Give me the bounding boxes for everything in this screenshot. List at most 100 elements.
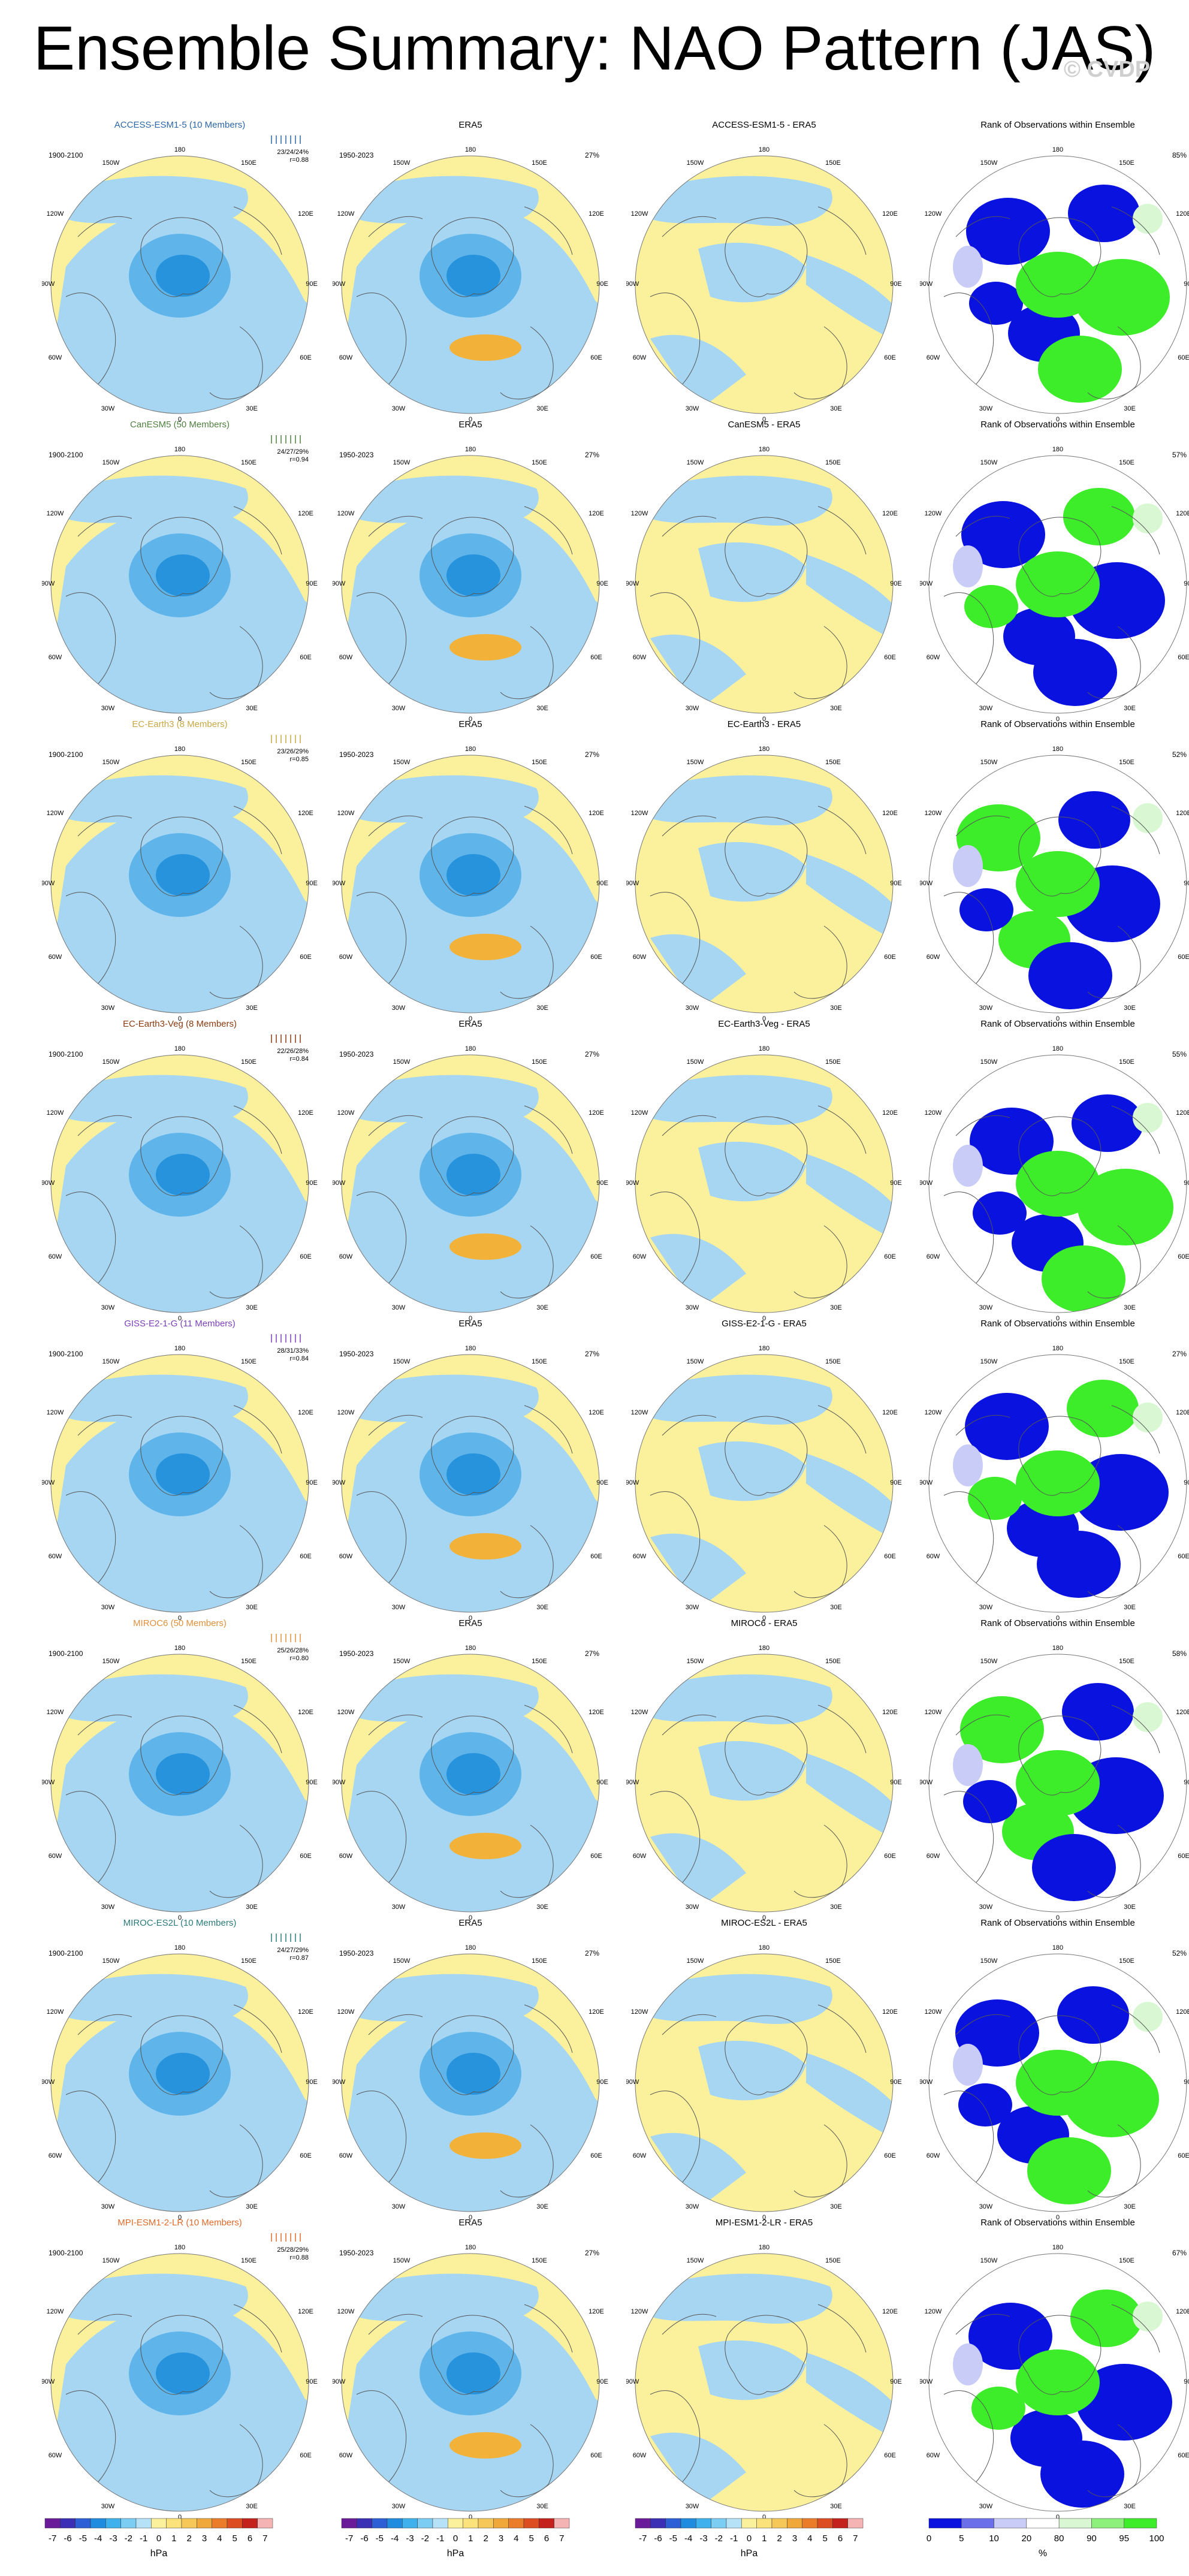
longitude-label: 60E [884,954,896,961]
colorbar-tick-label: -1 [436,2533,444,2544]
colorbar-swatch [817,2518,833,2529]
longitude-label: 90E [1184,280,1189,288]
longitude-label: 120E [589,1409,604,1416]
coastline [209,1525,263,1598]
longitude-label: 0 [762,1615,766,1621]
colorbar-tick-label: 0 [927,2533,931,2544]
period-label: 1950-2023 [339,2249,374,2257]
colorbar-tick-label: 2 [483,2533,488,2544]
longitude-label: 30W [101,2203,115,2210]
colorbar-tick-label: 2 [777,2533,781,2544]
pct-variance: 27% [584,1050,599,1058]
model-row: MPI-ESM1-2-LR (10 Members) 1900-2100 25/28… [0,2218,1189,2520]
colorbar-swatch [711,2518,727,2529]
map-border [50,455,309,714]
coastline [65,1791,116,1886]
map-border [928,1354,1187,1613]
negative-anomaly [512,255,599,345]
negative-anomaly [638,2273,832,2324]
rank-percent: 67% [1172,2249,1187,2257]
panel-title: CanESM5 - ERA5 [728,420,801,430]
page-title: Ensemble Summary: NAO Pattern (JAS) [33,14,1156,83]
panel-title: ERA5 [458,1319,482,1329]
longitude-label: 150E [241,1058,256,1066]
panel-title: MPI-ESM1-2-LR (10 Members) [117,2218,242,2228]
rank-panel: Rank of Observations within Ensemble 27% 1… [911,1319,1189,1621]
map-border [635,455,894,714]
colorbar-tick-label: 1 [171,2533,176,2544]
pct-variance-range: 23/26/29% [277,748,309,755]
longitude-label: 180 [1052,2245,1063,2251]
longitude-label: 120E [298,510,313,517]
longitude-label: 30W [979,1604,993,1611]
longitude-label: 60E [1178,1853,1189,1860]
longitude-label: 150W [102,759,120,766]
longitude-label: 150W [393,1358,411,1365]
polar-map: 180 150W 150E 120W 120E 90W 90E 60W 60E 30W 30E 0 [333,147,608,423]
coastline [431,217,514,297]
rank-region [1058,791,1130,849]
longitude-label: 30W [686,2203,699,2210]
longitude-label: 150W [687,2257,704,2264]
longitude-label: 30W [979,1904,993,1911]
negative-anomaly [222,1453,309,1543]
longitude-label: 0 [469,2214,472,2221]
coastline [1087,326,1141,400]
positive-anomaly [449,634,521,660]
longitude-label: 30W [392,1304,406,1311]
longitude-label: 60W [633,1553,647,1560]
longitude-label: 120E [1176,1109,1189,1117]
member-spread-glyph [271,135,301,144]
longitude-label: 120E [589,210,604,218]
panel-title: ERA5 [458,120,482,130]
rank-region [953,1444,983,1486]
rank-region [1072,1094,1143,1152]
longitude-label: 150E [241,759,256,766]
period-label: 1950-2023 [339,750,374,759]
colorbar-swatch [928,2518,962,2529]
longitude-label: 30E [536,705,548,712]
panel-title: ERA5 [458,2218,482,2228]
longitude-label: 30E [536,1005,548,1012]
map-border [635,755,894,1013]
coastline [1111,806,1160,855]
longitude-label: 30E [830,2203,842,2210]
longitude-label: 60E [1178,954,1189,961]
longitude-label: 150W [980,1957,998,1965]
longitude-label: 120W [337,210,355,218]
coastline [368,1414,423,1436]
coastline [817,1705,867,1754]
negative-anomaly [156,2053,210,2095]
colorbar-tick-label: 5 [959,2533,964,2544]
longitude-label: 120W [337,510,355,517]
polar-map: 180 150W 150E 120W 120E 90W 90E 60W 60E 30W 30E 0 [333,1046,608,1322]
coastline [209,2124,263,2198]
longitude-label: 0 [1056,716,1060,722]
longitude-label: 90E [306,2079,318,2086]
model-panel: MIROC6 (50 Members) 1900-2100 25/26/28% r=0… [33,1618,327,1921]
colorbar-tick-label: 5 [232,2533,237,2544]
longitude-label: 90W [333,1479,346,1486]
coastline [65,2390,116,2485]
negative-anomaly [446,854,500,896]
longitude-label: 180 [1052,1645,1063,1652]
rank-region [1016,851,1100,917]
rank-percent: 52% [1172,750,1187,759]
longitude-label: 90W [333,880,346,887]
longitude-label: 0 [469,1914,472,1921]
rank-region [1057,1986,1129,2044]
longitude-label: 120E [589,2308,604,2315]
coastline [650,592,701,687]
longitude-label: 150E [825,2257,841,2264]
coastline [725,517,808,597]
pct-variance: 27% [584,151,599,159]
colorbar-swatch [994,2518,1027,2529]
longitude-label: 30W [979,2203,993,2210]
negative-anomaly [446,554,500,596]
era5-panel: ERA5 1950-2023 27% 180 150W 150E 120W 120E 90W 90… [324,1319,617,1621]
longitude-label: 150W [393,1957,411,1965]
longitude-label: 150W [393,759,411,766]
longitude-label: 150E [241,459,256,466]
longitude-label: 60W [49,2452,62,2459]
negative-anomaly [638,1075,832,1125]
